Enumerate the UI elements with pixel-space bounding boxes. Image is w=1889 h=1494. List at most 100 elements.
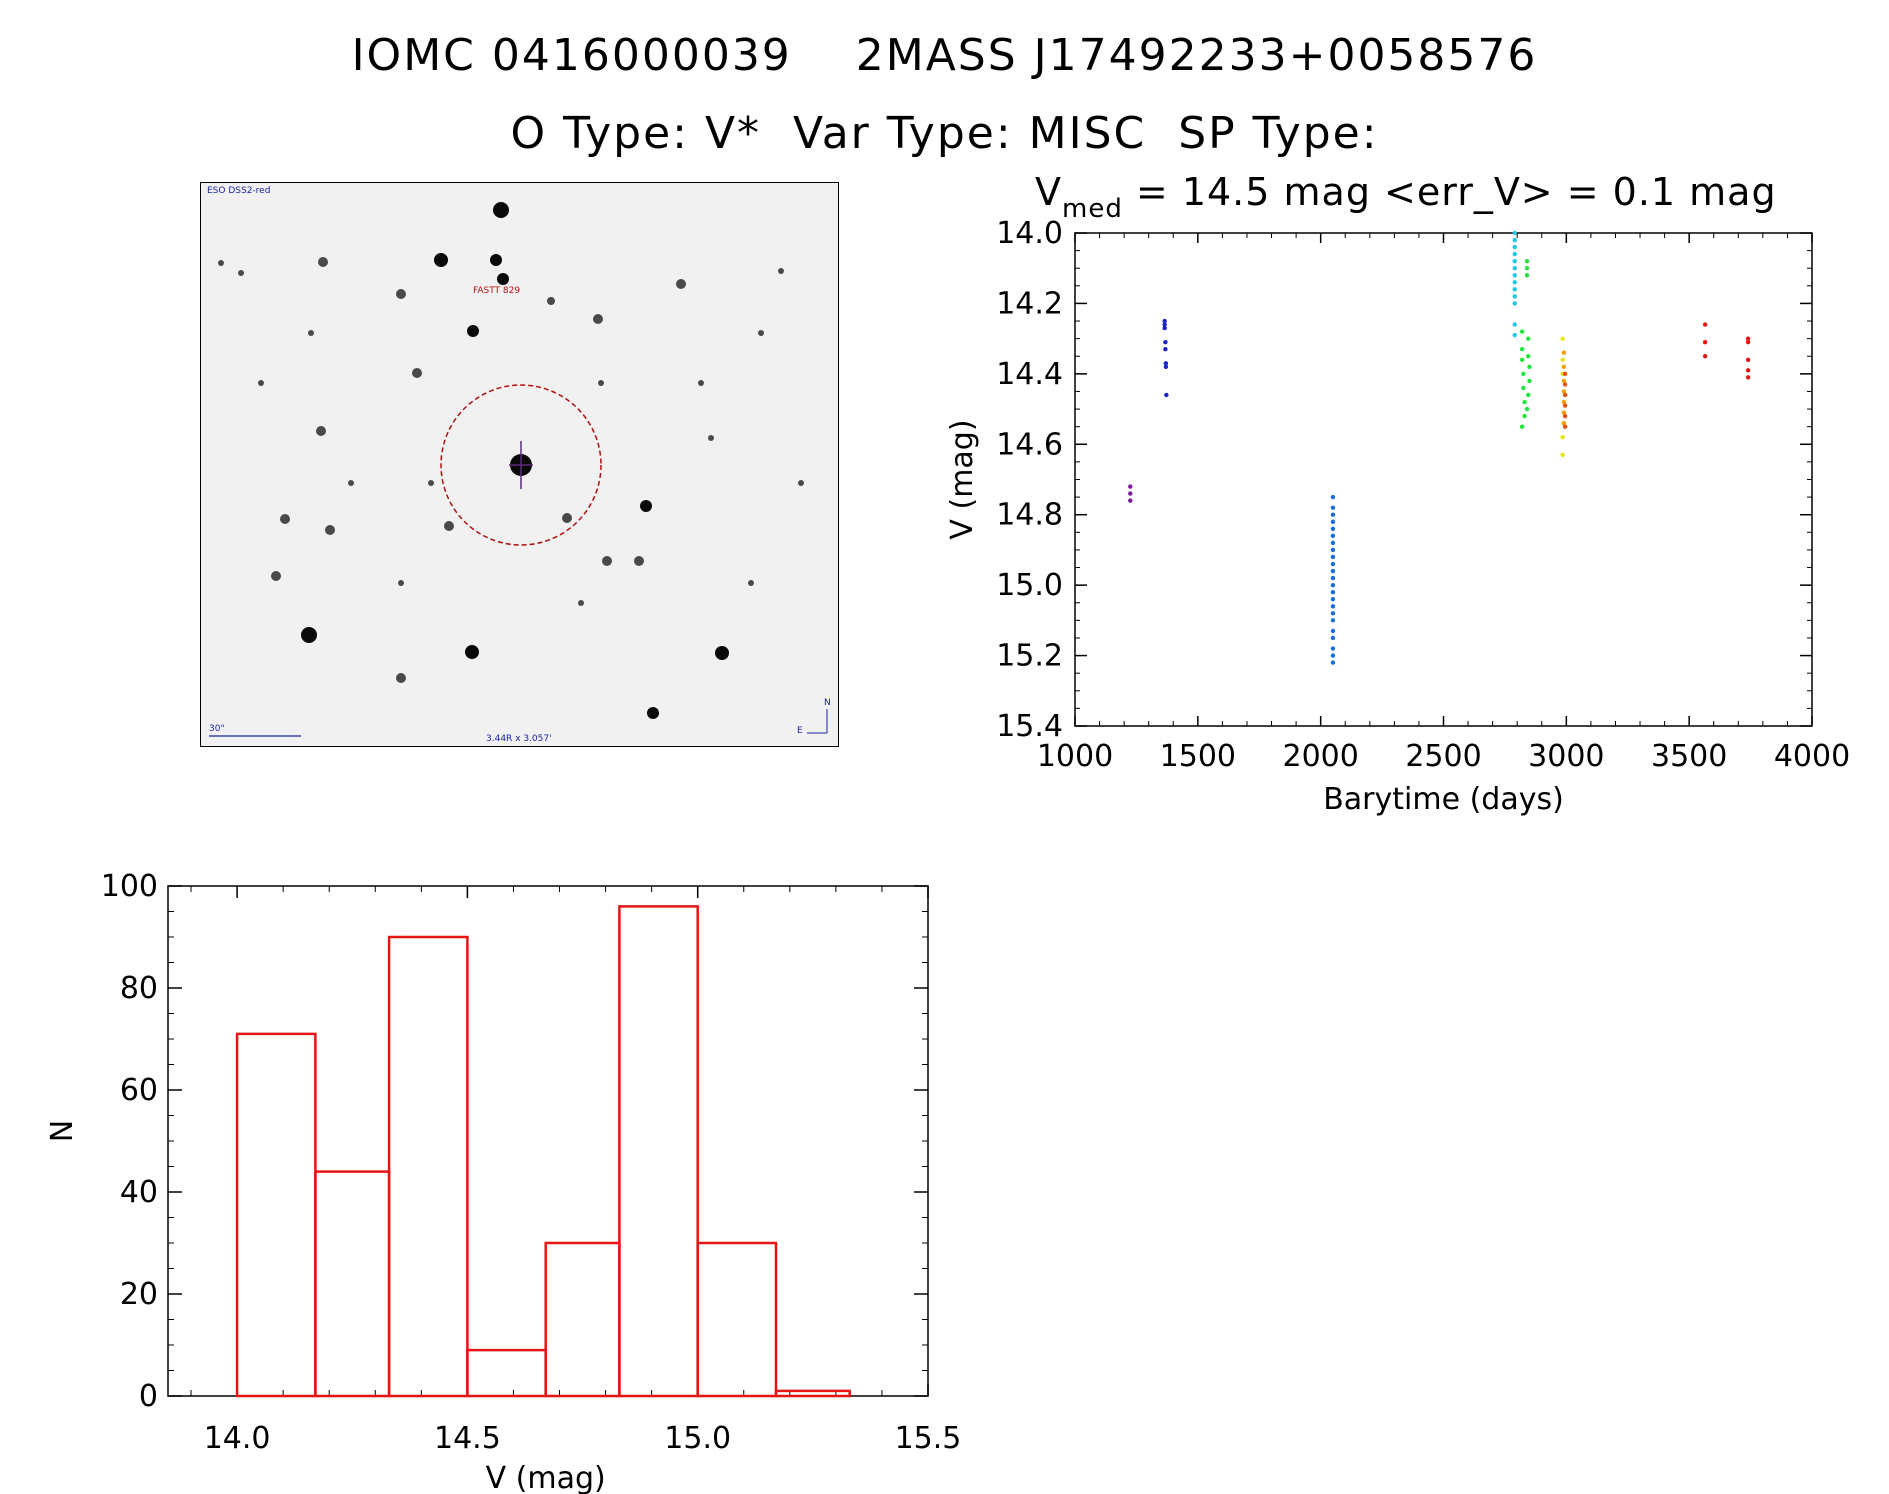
data-point [1164, 392, 1169, 398]
data-point [1330, 519, 1336, 524]
x-tick-label: 4000 [1774, 739, 1850, 774]
star [798, 480, 804, 486]
lightcurve-plot: 1000 1500 2000 2500 3000 3500 4000 14.0 14.2 14.4… [945, 216, 1850, 817]
data-point [1330, 653, 1336, 658]
star [348, 480, 354, 486]
x-tick-label: 3000 [1528, 739, 1604, 774]
data-point [1512, 230, 1517, 236]
star [316, 426, 326, 436]
data-point [1330, 494, 1336, 500]
histogram-bar [466, 1348, 547, 1398]
data-point [1702, 322, 1708, 327]
star [647, 707, 659, 719]
data-point [1128, 498, 1133, 503]
data-point [1561, 399, 1567, 405]
x-tick-label: 2000 [1282, 739, 1358, 774]
data-point [1512, 258, 1517, 264]
data-point [1330, 635, 1336, 641]
star [398, 580, 404, 586]
star [301, 627, 317, 643]
data-point [1330, 505, 1336, 510]
star [467, 325, 479, 337]
data-point [1163, 347, 1168, 352]
x-tick-label: 15.5 [895, 1421, 962, 1456]
data-point [1521, 371, 1526, 377]
star [490, 254, 502, 266]
data-point [1163, 339, 1168, 345]
x-tick-label: 14.5 [434, 1421, 501, 1456]
data-point [1519, 357, 1525, 362]
x-axis-label: V (mag) [486, 1461, 606, 1494]
y-tick-label: 40 [120, 1175, 158, 1210]
star [715, 646, 729, 660]
data-point [1561, 364, 1567, 370]
star [444, 521, 454, 531]
x-tick-label: 1500 [1160, 739, 1236, 774]
data-point [1512, 294, 1517, 299]
data-point [1330, 646, 1336, 651]
y-tick-label: 60 [120, 1073, 158, 1108]
survey-label: ESO DSS2-red [207, 186, 270, 196]
star-type-subtitle: O Type: V* Var Type: MISC SP Type: [510, 108, 1379, 159]
north-label: N [824, 698, 831, 708]
star [698, 380, 704, 386]
star [634, 556, 644, 566]
histogram-bar [314, 1170, 391, 1398]
data-point [1512, 287, 1517, 292]
data-point [1561, 378, 1567, 384]
star [593, 314, 603, 324]
data-point [1519, 424, 1525, 429]
y-tick-label: 15.0 [996, 568, 1063, 603]
x-axis-label: Barytime (days) [1323, 782, 1564, 817]
data-point [1561, 389, 1567, 394]
y-tick-label: 15.4 [996, 709, 1063, 744]
data-point [1524, 258, 1530, 264]
lightcurve-header: Vmed = 14.5 mag <err_V> = 0.1 mag [1035, 170, 1777, 224]
star [640, 500, 652, 512]
east-label: E [797, 726, 803, 736]
data-point [1512, 244, 1517, 250]
data-point [1330, 628, 1336, 634]
histogram-plot: 14.0 14.5 15.0 15.5 0 20 40 60 80 100 V (mag) N [45, 869, 961, 1494]
y-tick-label: 15.2 [996, 639, 1063, 674]
star [396, 289, 406, 299]
histogram-bar [774, 1389, 851, 1398]
star [578, 600, 584, 606]
star [676, 279, 686, 289]
data-point [1562, 371, 1568, 377]
data-point [1330, 575, 1336, 581]
finder-chart-image: ESO DSS2-red FASTT 829 30" 3.44R x 3.057… [200, 182, 839, 747]
data-point [1524, 273, 1530, 278]
x-tick-label: 2500 [1405, 739, 1481, 774]
data-point [1561, 420, 1567, 426]
data-point [1562, 382, 1568, 387]
star [308, 330, 314, 336]
data-point [1512, 322, 1517, 327]
data-point [1560, 336, 1565, 341]
star [280, 514, 290, 524]
x-tick-label: 1000 [1037, 739, 1113, 774]
data-point [1330, 540, 1336, 546]
data-point [1562, 413, 1568, 419]
data-point [1526, 354, 1531, 359]
histogram-frame [167, 885, 929, 1397]
data-point [1330, 526, 1336, 531]
data-point [1745, 339, 1751, 345]
data-point [1330, 618, 1336, 623]
star [412, 368, 422, 378]
data-point [1128, 484, 1133, 489]
star [778, 268, 784, 274]
data-point [1745, 375, 1751, 380]
target-aperture-circle [440, 384, 602, 546]
star [493, 202, 509, 218]
data-point [1512, 332, 1517, 338]
data-point [1702, 339, 1708, 345]
star [271, 571, 281, 581]
star [562, 513, 572, 523]
data-point [1162, 325, 1167, 331]
y-tick-label: 14.8 [996, 498, 1063, 533]
histogram-bar [544, 1241, 621, 1398]
data-point [1330, 561, 1336, 567]
data-point [1526, 336, 1531, 341]
